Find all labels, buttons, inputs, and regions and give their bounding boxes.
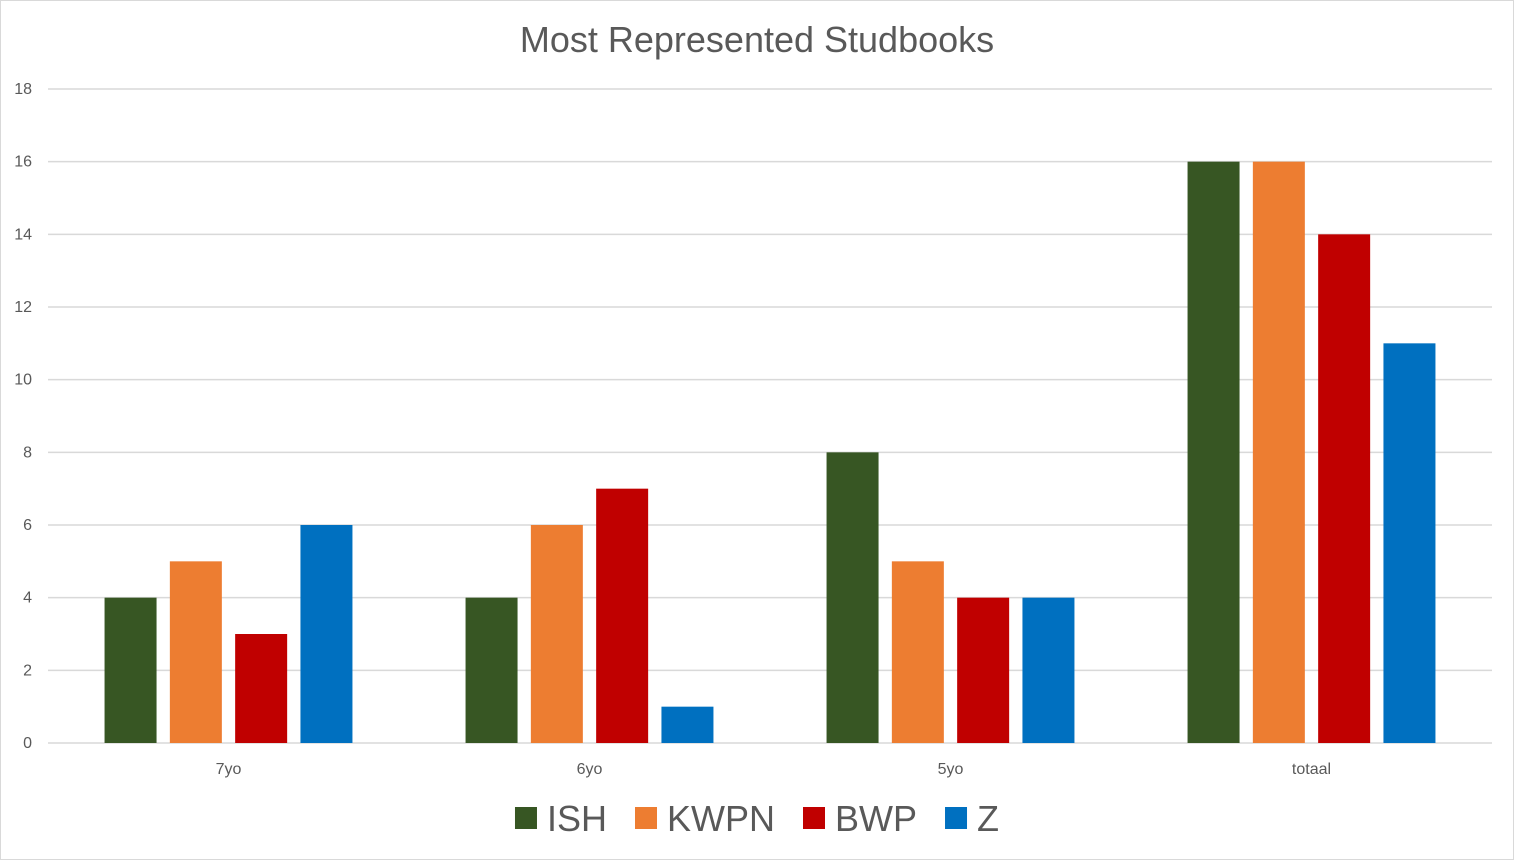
bar-ish-6yo bbox=[465, 597, 518, 743]
bar-ish-5yo bbox=[826, 452, 879, 743]
x-axis-categories: 7yo 6yo 5yo totaal bbox=[216, 761, 1331, 778]
legend-label-z: Z bbox=[977, 798, 999, 839]
legend-swatch-ish bbox=[514, 807, 537, 829]
bar-bwp-totaal bbox=[1318, 234, 1371, 744]
legend-label-ish: ISH bbox=[547, 798, 607, 839]
bars bbox=[104, 161, 1436, 744]
y-tick-label: 4 bbox=[23, 590, 32, 607]
bar-z-5yo bbox=[1022, 597, 1075, 743]
bar-bwp-6yo bbox=[596, 488, 649, 743]
y-tick-label: 12 bbox=[14, 299, 32, 316]
y-tick-label: 0 bbox=[23, 735, 32, 752]
x-category-label: 5yo bbox=[938, 761, 964, 778]
chart-title: Most Represented Studbooks bbox=[520, 19, 994, 60]
bar-ish-totaal bbox=[1187, 161, 1240, 743]
legend-swatch-kwpn bbox=[635, 807, 657, 829]
y-tick-label: 16 bbox=[14, 154, 32, 171]
bar-kwpn-5yo bbox=[891, 561, 944, 743]
x-category-label: totaal bbox=[1292, 761, 1331, 778]
x-category-label: 6yo bbox=[577, 761, 603, 778]
legend-label-kwpn: KWPN bbox=[667, 798, 775, 839]
y-tick-label: 18 bbox=[14, 81, 32, 98]
y-tick-label: 10 bbox=[14, 372, 32, 389]
bar-bwp-5yo bbox=[957, 597, 1010, 743]
bar-kwpn-6yo bbox=[530, 525, 583, 743]
legend-swatch-bwp bbox=[803, 807, 825, 829]
legend-label-bwp: BWP bbox=[835, 798, 917, 839]
bar-kwpn-7yo bbox=[169, 561, 222, 743]
x-category-label: 7yo bbox=[216, 761, 242, 778]
bar-ish-7yo bbox=[104, 597, 157, 743]
y-tick-label: 8 bbox=[23, 444, 32, 461]
bar-bwp-7yo bbox=[235, 634, 288, 743]
y-tick-label: 2 bbox=[23, 662, 32, 679]
bar-kwpn-totaal bbox=[1252, 161, 1305, 743]
legend-swatch-z bbox=[945, 807, 968, 829]
gridlines bbox=[48, 88, 1492, 744]
bar-z-7yo bbox=[300, 525, 353, 743]
bar-z-6yo bbox=[661, 706, 714, 743]
y-tick-label: 14 bbox=[14, 226, 32, 243]
y-tick-label: 6 bbox=[23, 517, 32, 534]
legend: ISH KWPN BWP Z bbox=[514, 798, 999, 839]
bar-z-totaal bbox=[1383, 343, 1436, 743]
y-axis-ticks: 0 2 4 6 8 10 12 14 16 18 bbox=[14, 81, 32, 752]
